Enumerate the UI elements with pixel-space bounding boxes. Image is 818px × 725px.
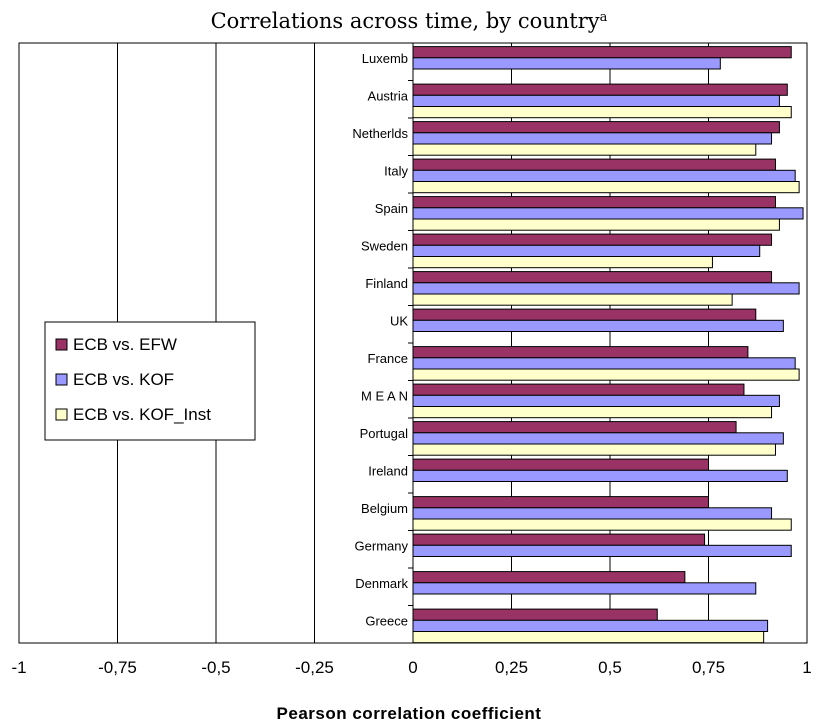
bar <box>412 132 773 145</box>
bar <box>412 106 792 119</box>
bar <box>412 507 773 520</box>
bar <box>412 196 776 209</box>
legend-swatch <box>55 408 68 421</box>
bar <box>412 469 788 482</box>
category-label: Ireland <box>368 464 408 479</box>
bar <box>412 357 796 370</box>
bar <box>412 83 788 96</box>
category-label: Portugal <box>360 426 409 441</box>
bar <box>412 256 713 269</box>
category-label: Spain <box>375 201 408 216</box>
x-tick-label: 0,75 <box>692 658 725 677</box>
plot-area: -1 -0,75 -0,5 -0,25 0 0,25 0,5 0,75 1 Luxemb Austr… <box>11 42 812 677</box>
bar <box>412 421 737 434</box>
bar <box>412 496 709 509</box>
bar <box>412 181 800 194</box>
bar <box>412 319 784 332</box>
bar <box>412 158 776 171</box>
bar <box>412 207 804 220</box>
bar <box>412 218 780 231</box>
bar <box>412 458 709 471</box>
bar <box>412 544 792 557</box>
chart-title-superscript: a <box>600 10 608 25</box>
x-tick-label: -0,25 <box>295 658 334 677</box>
x-tick-label: 1 <box>802 658 811 677</box>
bar <box>412 271 773 284</box>
bar <box>412 233 773 246</box>
x-tick-label: -0,5 <box>201 658 230 677</box>
bar <box>412 282 800 295</box>
category-label: Luxemb <box>362 51 408 66</box>
x-tick-label: 0 <box>408 658 417 677</box>
chart-title: Correlations across time, by countrya <box>211 9 608 33</box>
bar <box>412 143 757 156</box>
bar <box>412 443 776 456</box>
bar <box>412 46 792 59</box>
category-label: Austria <box>368 89 409 104</box>
bar <box>412 293 733 306</box>
category-label: Greece <box>365 614 408 629</box>
x-tick-label: 0,25 <box>495 658 528 677</box>
category-label: France <box>368 351 408 366</box>
category-label: Denmark <box>355 576 408 591</box>
category-label: Belgium <box>361 501 408 516</box>
bar <box>412 94 780 108</box>
bar <box>412 368 800 381</box>
legend-swatch <box>55 373 68 386</box>
bar <box>412 571 686 584</box>
bar <box>412 394 780 407</box>
bar <box>412 582 757 595</box>
category-label: UK <box>390 314 408 329</box>
legend-box <box>44 321 256 441</box>
bar <box>412 518 792 531</box>
bar <box>412 631 765 644</box>
bar <box>412 57 721 70</box>
x-axis-label: Pearson correlation coefficient <box>277 704 542 723</box>
x-tick-label: -1 <box>11 658 26 677</box>
bar <box>412 406 773 419</box>
category-label: Germany <box>355 539 409 554</box>
legend-swatch <box>55 338 68 351</box>
bar <box>412 169 796 183</box>
category-label: Italy <box>384 164 408 179</box>
x-tick-label: -0,75 <box>98 658 137 677</box>
category-label: Sweden <box>361 239 408 254</box>
legend-label: ECB vs. KOF <box>73 370 174 389</box>
bar <box>412 244 761 258</box>
bar <box>412 346 749 359</box>
legend-label: ECB vs. KOF_Inst <box>73 405 211 424</box>
bar <box>412 121 780 134</box>
category-label: M E A N <box>361 389 408 404</box>
bar <box>412 383 745 396</box>
category-label: Netherlds <box>352 126 408 141</box>
bar <box>412 608 658 621</box>
bar <box>412 308 757 321</box>
x-tick-label: 0,5 <box>598 658 622 677</box>
bar <box>412 533 706 546</box>
legend-label: ECB vs. EFW <box>73 335 177 354</box>
bar <box>412 432 784 445</box>
bar <box>412 619 769 632</box>
category-label: Finland <box>365 276 408 291</box>
